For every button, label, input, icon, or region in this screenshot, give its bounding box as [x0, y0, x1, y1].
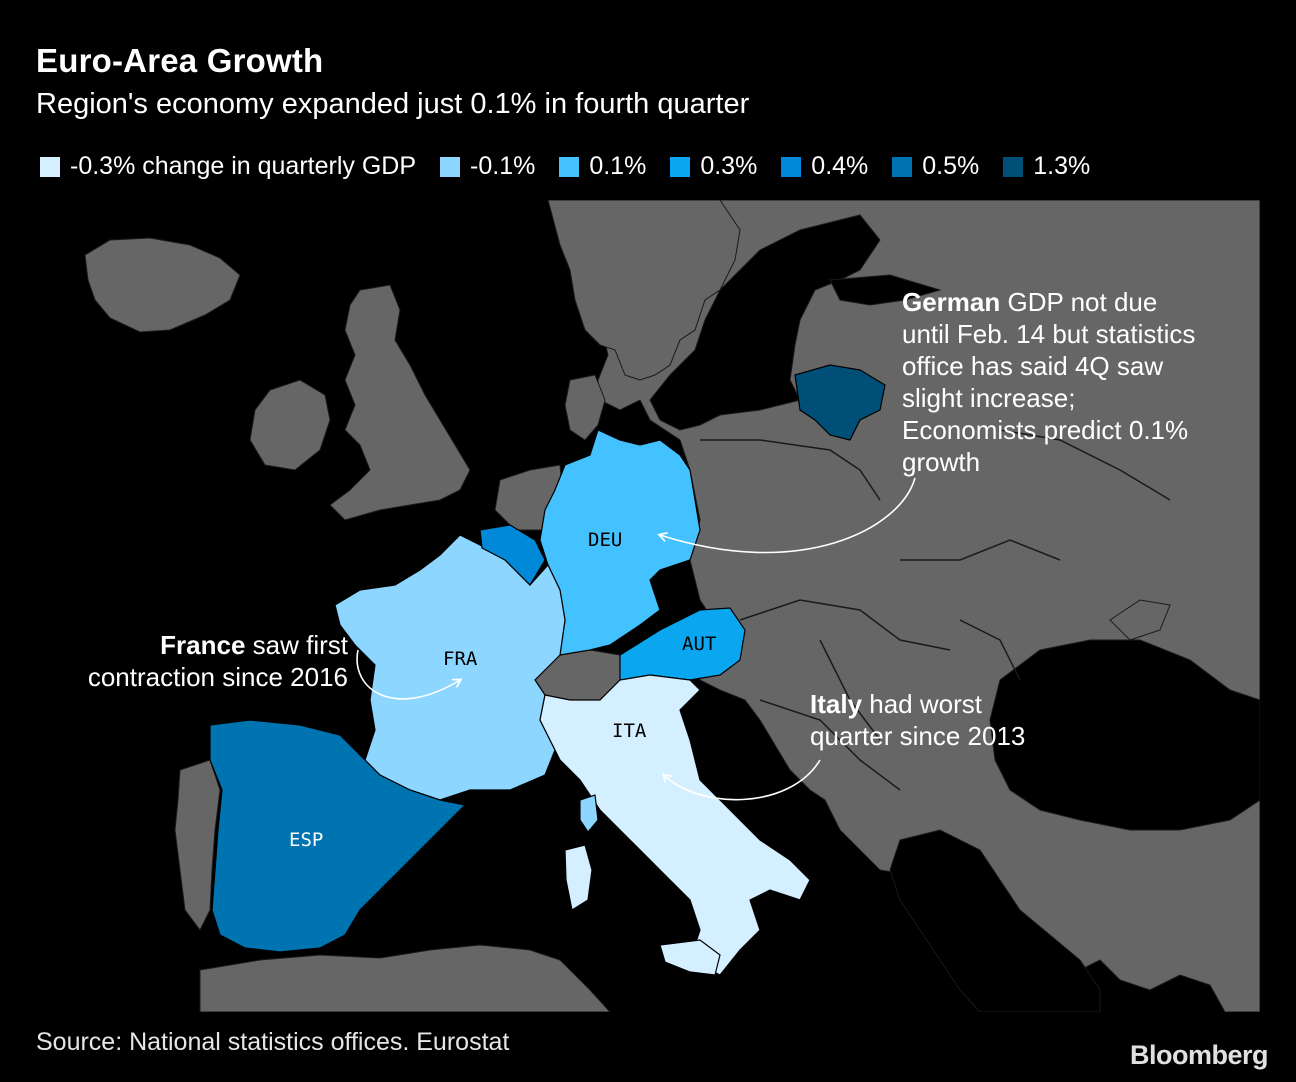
land-ireland [249, 379, 331, 471]
arrow-germany [657, 477, 916, 554]
legend-label: 0.1% [589, 152, 647, 180]
chart-title: Euro-Area Growth [36, 42, 324, 79]
legend-swatch [1003, 156, 1024, 177]
bloomberg-logo: Bloomberg [1129, 1040, 1269, 1070]
annotation-germany: German GDP not due until Feb. 14 but sta… [902, 286, 1262, 478]
land-britain [329, 284, 471, 521]
land-portugal [174, 759, 221, 931]
country-italy [539, 674, 811, 976]
legend-swatch [892, 156, 913, 177]
arrow-italy [661, 759, 821, 801]
country-sardinia [564, 844, 593, 911]
border-lines [700, 429, 1171, 791]
source-note: Source: National statistics offices. Eur… [36, 1028, 510, 1056]
annotation-bold: Italy [810, 689, 863, 719]
land-africa [199, 944, 611, 1012]
annotation-text: quarter since 2013 [810, 721, 1026, 751]
legend-label: -0.1% [470, 152, 536, 180]
annotation-text: Economists predict 0.1% [902, 415, 1189, 445]
country-france [334, 534, 566, 801]
label-fra: FRA [443, 648, 478, 670]
sea-aegean [889, 829, 1101, 1012]
annotation-text: had worst [862, 689, 982, 719]
label-ita: ITA [612, 720, 647, 742]
legend-label: 0.3% [700, 152, 758, 180]
country-belgium [479, 524, 546, 586]
label-deu: DEU [588, 529, 622, 551]
legend-item: 0.1% [559, 152, 646, 181]
legend-item: 1.3% [1003, 152, 1090, 181]
annotation-bold: France [160, 630, 246, 660]
legend-swatch [440, 156, 461, 177]
sea-black [989, 639, 1260, 831]
legend-swatch [559, 156, 580, 177]
legend-label: 0.4% [811, 152, 869, 180]
sea-baltic [649, 214, 881, 431]
annotation-text: GDP not due [1000, 287, 1158, 317]
land-scandinavia [547, 200, 741, 381]
land-crimea [1109, 599, 1171, 641]
chart-subtitle: Region's economy expanded just 0.1% in f… [36, 88, 750, 120]
legend-label: 0.5% [922, 152, 980, 180]
legend-swatch [40, 156, 60, 177]
legend-swatch [670, 156, 691, 177]
legend: -0.3% change in quarterly GDP -0.1% 0.1%… [40, 152, 1114, 181]
legend-label: -0.3% change in quarterly GDP [70, 152, 417, 180]
label-esp: ESP [289, 829, 323, 851]
country-corsica [579, 794, 599, 834]
legend-item: -0.1% [440, 152, 535, 181]
annotation-text: contraction since 2016 [87, 662, 348, 692]
label-aut: AUT [682, 633, 716, 655]
arrow-france [356, 649, 463, 700]
country-spain [209, 719, 467, 953]
legend-swatch [781, 156, 802, 177]
land-iceland [84, 237, 241, 333]
annotation-bold: German [902, 287, 1001, 317]
annotation-france: France saw first contraction since 2016 [66, 629, 348, 693]
annotation-text: slight increase; [902, 383, 1076, 413]
legend-label: 1.3% [1033, 152, 1091, 180]
legend-item: 0.3% [670, 152, 757, 181]
legend-item: 0.4% [781, 152, 868, 181]
country-sicily [659, 939, 721, 976]
land-denmark [564, 374, 606, 441]
annotation-text: office has said 4Q saw [902, 351, 1164, 381]
legend-item: 0.5% [892, 152, 979, 181]
annotation-italy: Italy had worst quarter since 2013 [810, 688, 1110, 752]
annotation-text: until Feb. 14 but statistics [902, 319, 1196, 349]
country-lithuania [794, 364, 886, 441]
sea-gulf [829, 274, 942, 306]
annotation-text: growth [902, 447, 981, 477]
annotation-text: saw first [245, 630, 348, 660]
legend-item: -0.3% change in quarterly GDP [40, 152, 416, 181]
